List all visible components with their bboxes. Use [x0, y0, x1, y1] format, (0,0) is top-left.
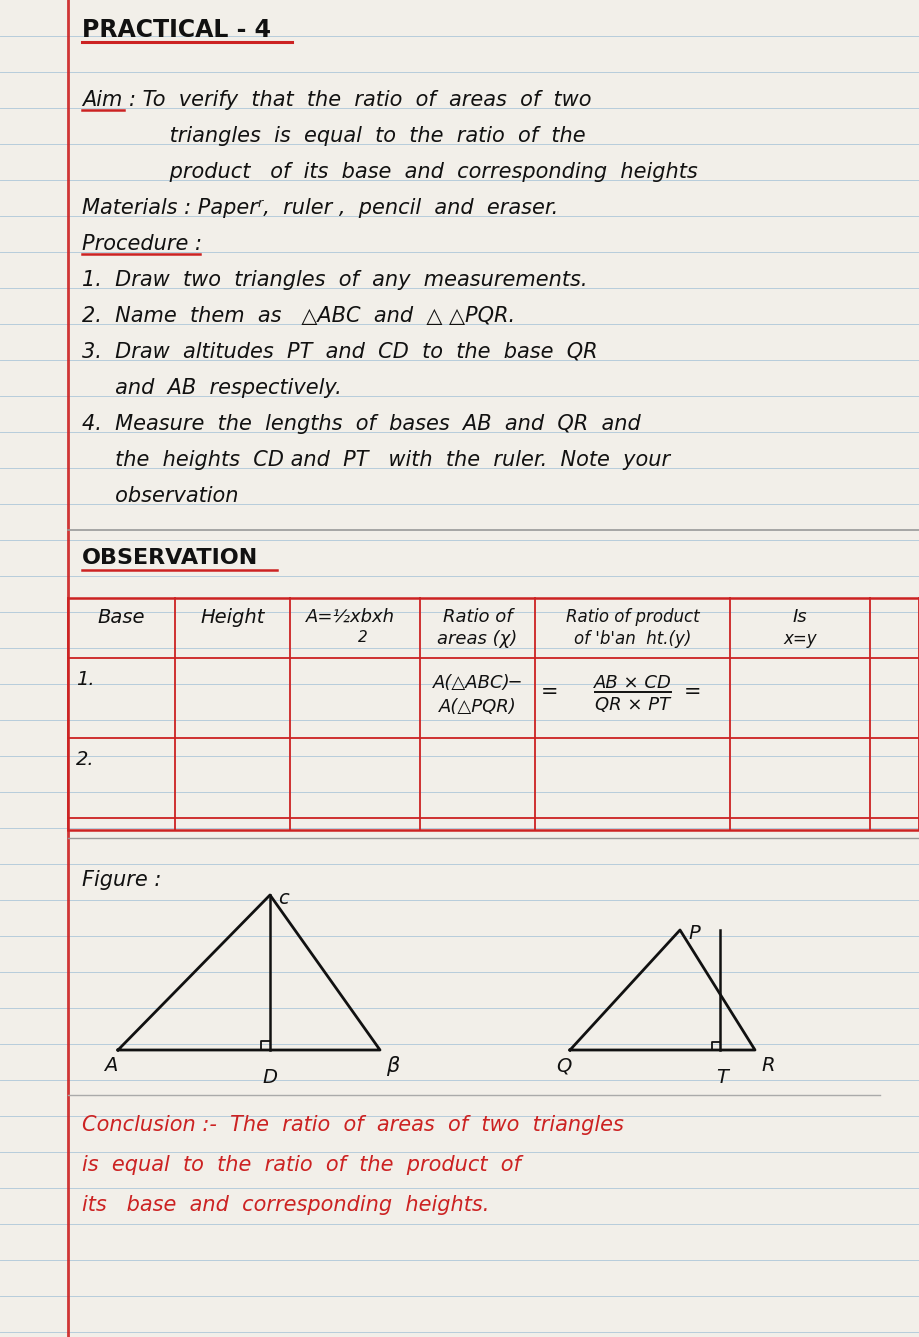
Text: its   base  and  corresponding  heights.: its base and corresponding heights. [82, 1195, 490, 1215]
Text: c: c [278, 889, 289, 908]
Text: Ratio of: Ratio of [443, 608, 512, 626]
Text: Is: Is [793, 608, 807, 626]
Text: Aim : To  verify  that  the  ratio  of  areas  of  two: Aim : To verify that the ratio of areas … [82, 90, 592, 110]
Text: the  heights  CD and  PT   with  the  ruler.  Note  your: the heights CD and PT with the ruler. No… [82, 451, 670, 471]
Text: A(△PQR): A(△PQR) [438, 698, 516, 717]
Text: Conclusion :-  The  ratio  of  areas  of  two  triangles: Conclusion :- The ratio of areas of two … [82, 1115, 624, 1135]
Text: 1.  Draw  two  triangles  of  any  measurements.: 1. Draw two triangles of any measurement… [82, 270, 587, 290]
Text: Materials : Paperʳ,  ruler ,  pencil  and  eraser.: Materials : Paperʳ, ruler , pencil and e… [82, 198, 558, 218]
Text: product   of  its  base  and  corresponding  heights: product of its base and corresponding he… [110, 162, 698, 182]
Text: AB × CD: AB × CD [594, 674, 672, 693]
Text: x=y: x=y [783, 630, 817, 648]
Text: Ratio of product: Ratio of product [566, 608, 699, 626]
Text: areas (χ): areas (χ) [437, 630, 517, 648]
Text: 3.  Draw  altitudes  PT  and  CD  to  the  base  QR: 3. Draw altitudes PT and CD to the base … [82, 342, 597, 362]
Text: A=½xbxh: A=½xbxh [305, 608, 394, 626]
Text: Q: Q [556, 1056, 572, 1075]
Text: T: T [716, 1068, 728, 1087]
Text: P: P [688, 924, 699, 943]
Text: PRACTICAL - 4: PRACTICAL - 4 [82, 17, 271, 41]
Text: observation: observation [82, 487, 239, 505]
Text: 2: 2 [358, 630, 368, 644]
Text: =: = [684, 682, 701, 702]
Text: OBSERVATION: OBSERVATION [82, 548, 258, 568]
Text: Height: Height [200, 608, 265, 627]
Text: 2.  Name  them  as   △ABC  and  △ △PQR.: 2. Name them as △ABC and △ △PQR. [82, 306, 516, 326]
Text: QR × PT: QR × PT [595, 697, 670, 714]
Text: Figure :: Figure : [82, 870, 162, 890]
Text: 1.: 1. [76, 670, 95, 689]
Text: A(△ABC)─: A(△ABC)─ [433, 674, 522, 693]
Text: D: D [262, 1068, 277, 1087]
Text: and  AB  respectively.: and AB respectively. [82, 378, 342, 398]
Text: =: = [540, 682, 558, 702]
Text: β: β [386, 1056, 400, 1076]
Text: triangles  is  equal  to  the  ratio  of  the: triangles is equal to the ratio of the [110, 126, 585, 146]
Text: is  equal  to  the  ratio  of  the  product  of: is equal to the ratio of the product of [82, 1155, 521, 1175]
Text: 4.  Measure  the  lengths  of  bases  AB  and  QR  and: 4. Measure the lengths of bases AB and Q… [82, 414, 641, 435]
Text: Procedure :: Procedure : [82, 234, 202, 254]
Text: Base: Base [97, 608, 145, 627]
Text: A: A [104, 1056, 118, 1075]
Text: 2.: 2. [76, 750, 95, 769]
Text: R: R [761, 1056, 775, 1075]
Text: of 'b'an  ht.(y): of 'b'an ht.(y) [573, 630, 691, 648]
